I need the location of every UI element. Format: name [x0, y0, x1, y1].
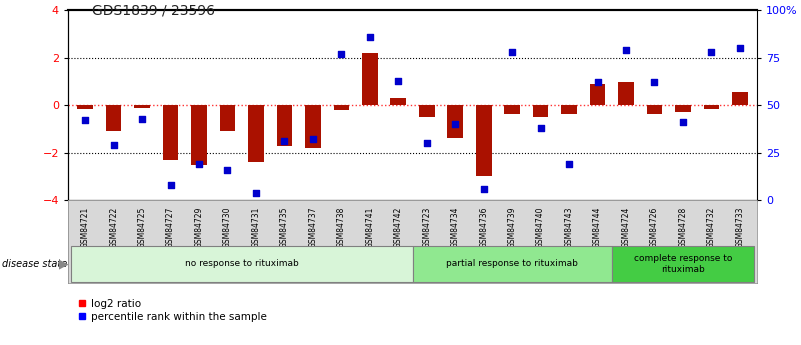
Bar [646, 105, 662, 114]
Point [364, 34, 376, 40]
Text: GSM84738: GSM84738 [337, 207, 346, 248]
Text: GSM84731: GSM84731 [252, 207, 260, 248]
Point [135, 116, 148, 121]
Text: GSM84722: GSM84722 [109, 207, 118, 248]
FancyBboxPatch shape [612, 246, 754, 282]
Point [734, 46, 747, 51]
Text: GSM84735: GSM84735 [280, 207, 289, 248]
Bar [732, 92, 747, 105]
Point [449, 121, 461, 127]
Text: GSM84728: GSM84728 [678, 207, 687, 248]
Text: GSM84739: GSM84739 [508, 207, 517, 248]
Bar [390, 98, 406, 105]
Text: GSM84736: GSM84736 [479, 207, 488, 248]
Text: GSM84723: GSM84723 [422, 207, 431, 248]
Bar [305, 105, 320, 148]
Bar [191, 105, 207, 165]
Bar [476, 105, 492, 176]
Text: no response to rituximab: no response to rituximab [185, 259, 299, 268]
Bar [562, 105, 577, 114]
Point [307, 137, 320, 142]
Text: GSM84724: GSM84724 [622, 207, 630, 248]
Bar [419, 105, 435, 117]
Text: GSM84729: GSM84729 [195, 207, 203, 248]
Bar [106, 105, 122, 131]
Bar [333, 105, 349, 110]
Text: GSM84732: GSM84732 [707, 207, 716, 248]
Text: GSM84721: GSM84721 [81, 207, 90, 248]
Bar [448, 105, 463, 138]
Text: GSM84744: GSM84744 [593, 207, 602, 248]
Text: GDS1839 / 23596: GDS1839 / 23596 [92, 3, 215, 18]
Text: GSM84740: GSM84740 [536, 207, 545, 248]
Point [648, 80, 661, 85]
Text: GSM84737: GSM84737 [308, 207, 317, 248]
Bar [219, 105, 235, 131]
Bar [533, 105, 549, 117]
Text: GSM84727: GSM84727 [166, 207, 175, 248]
FancyBboxPatch shape [71, 246, 413, 282]
Point [107, 142, 120, 148]
Point [335, 51, 348, 57]
Point [392, 78, 405, 83]
Point [705, 49, 718, 55]
Text: partial response to rituximab: partial response to rituximab [446, 259, 578, 268]
Point [421, 140, 433, 146]
Bar [505, 105, 520, 114]
Point [562, 161, 575, 167]
Bar [618, 81, 634, 105]
Point [250, 190, 263, 195]
Text: GSM84725: GSM84725 [138, 207, 147, 248]
Text: GSM84730: GSM84730 [223, 207, 232, 248]
Bar [703, 105, 719, 109]
Bar [135, 105, 150, 108]
FancyBboxPatch shape [413, 246, 612, 282]
Bar [675, 105, 690, 112]
Legend: log2 ratio, percentile rank within the sample: log2 ratio, percentile rank within the s… [74, 295, 271, 326]
Bar [276, 105, 292, 146]
Text: GSM84742: GSM84742 [394, 207, 403, 248]
Point [221, 167, 234, 172]
Text: complete response to
rituximab: complete response to rituximab [634, 254, 732, 274]
Text: ▶: ▶ [58, 257, 68, 270]
Text: GSM84733: GSM84733 [735, 207, 744, 248]
Bar [248, 105, 264, 162]
Bar [163, 105, 179, 160]
Point [534, 125, 547, 131]
Point [278, 139, 291, 144]
Text: GSM84741: GSM84741 [365, 207, 374, 248]
Point [164, 182, 177, 188]
Text: GSM84734: GSM84734 [451, 207, 460, 248]
Point [477, 186, 490, 191]
Point [192, 161, 205, 167]
Point [591, 80, 604, 85]
Bar [78, 105, 93, 109]
Point [620, 48, 633, 53]
Text: GSM84743: GSM84743 [565, 207, 574, 248]
Bar [362, 53, 377, 105]
Point [505, 49, 518, 55]
Text: disease state: disease state [2, 259, 66, 269]
Bar [590, 84, 606, 105]
Point [677, 120, 690, 125]
Text: GSM84726: GSM84726 [650, 207, 659, 248]
Point [78, 118, 91, 123]
